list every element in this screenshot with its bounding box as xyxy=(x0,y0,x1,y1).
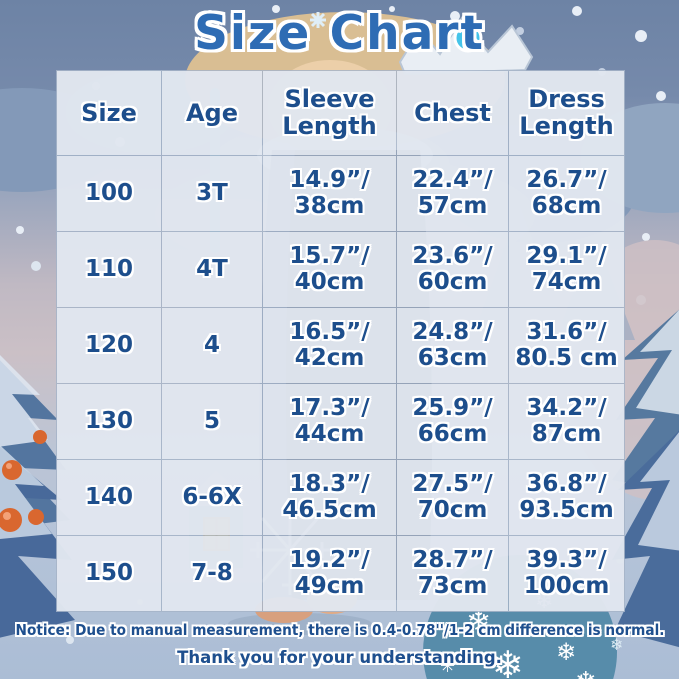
svg-text:✳: ✳ xyxy=(440,656,455,677)
table-cell: 5 xyxy=(162,384,262,459)
table-cell: 18.3”/ 46.5cm xyxy=(263,460,396,535)
size-chart-table: Size Age Sleeve Length Chest Dress Lengt… xyxy=(56,70,625,612)
right-tree xyxy=(612,309,679,648)
ornament-ball xyxy=(2,460,22,480)
svg-text:❄: ❄ xyxy=(610,635,623,654)
table-cell: 27.5”/ 70cm xyxy=(397,460,508,535)
header-cell-sleeve: Sleeve Length xyxy=(263,71,396,155)
thanks-text: Thank you for your understanding. xyxy=(177,648,502,667)
table-cell: 28.7”/ 73cm xyxy=(397,536,508,611)
tiara-gem xyxy=(453,23,483,53)
table-cell: 39.3”/ 100cm xyxy=(509,536,624,611)
table-cell: 110 xyxy=(57,232,161,307)
table-cell: 120 xyxy=(57,308,161,383)
table-cell: 15.7”/ 40cm xyxy=(263,232,396,307)
header-cell-age: Age xyxy=(162,71,262,155)
table-cell: 29.1”/ 74cm xyxy=(509,232,624,307)
table-cell: 14.9”/ 38cm xyxy=(263,156,396,231)
ornament-ball xyxy=(33,430,47,444)
ornament-ball xyxy=(28,509,44,525)
table-cell: 34.2”/ 87cm xyxy=(509,384,624,459)
tiara-snowflake-icon xyxy=(310,12,326,28)
notice-text: Notice: Due to manual measurement, there… xyxy=(15,621,664,639)
table-cell: 25.9”/ 66cm xyxy=(397,384,508,459)
table-cell: 17.3”/ 44cm xyxy=(263,384,396,459)
table-cell: 16.5”/ 42cm xyxy=(263,308,396,383)
table-cell: 31.6”/ 80.5 cm xyxy=(509,308,624,383)
table-cell: 130 xyxy=(57,384,161,459)
svg-text:❄: ❄ xyxy=(556,638,576,666)
table-cell: 140 xyxy=(57,460,161,535)
table-cell: 150 xyxy=(57,536,161,611)
table-cell: 26.7”/ 68cm xyxy=(509,156,624,231)
table-cell: 23.6”/ 60cm xyxy=(397,232,508,307)
table-cell: 24.8”/ 63cm xyxy=(397,308,508,383)
table-cell: 22.4”/ 57cm xyxy=(397,156,508,231)
table-cell: 19.2”/ 49cm xyxy=(263,536,396,611)
svg-text:❄: ❄ xyxy=(575,667,597,679)
table-cell: 7-8 xyxy=(162,536,262,611)
table-cell: 6-6X xyxy=(162,460,262,535)
header-cell-dress: Dress Length xyxy=(509,71,624,155)
table-cell: 4 xyxy=(162,308,262,383)
table-cell: 3T xyxy=(162,156,262,231)
table-cell: 4T xyxy=(162,232,262,307)
svg-text:❄: ❄ xyxy=(492,643,524,679)
header-cell-size: Size xyxy=(57,71,161,155)
page-title: Size Chart xyxy=(194,6,485,61)
table-cell: 36.8”/ 93.5cm xyxy=(509,460,624,535)
table-cell: 100 xyxy=(57,156,161,231)
header-cell-chest: Chest xyxy=(397,71,508,155)
